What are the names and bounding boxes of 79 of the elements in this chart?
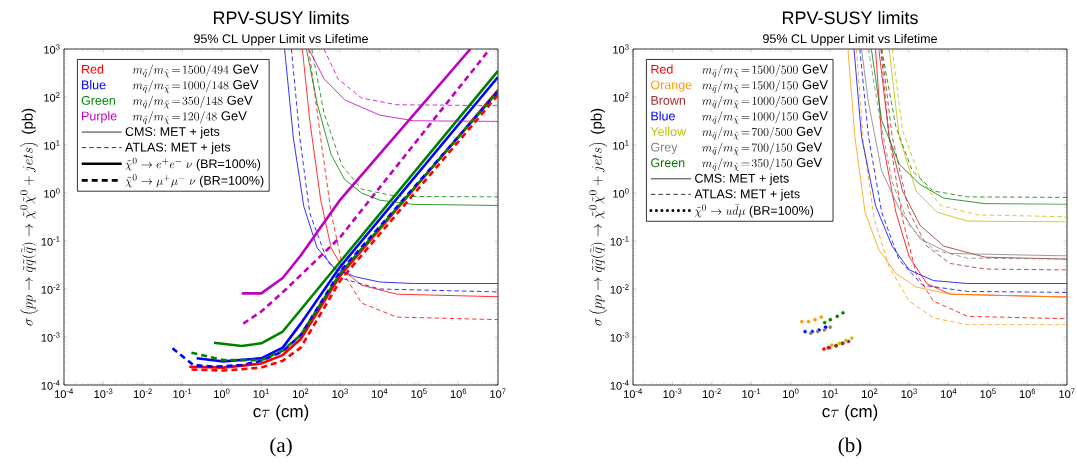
- x-tick-label: 10$^{-4}$: [624, 388, 643, 398]
- annotation: ATLAS: MET + jets: [694, 189, 800, 201]
- annotation: $m_{\tilde{q}}/m_{\tilde{\chi}}\!=\!700/500\ \mbox{GeV}$: [702, 126, 823, 140]
- x-axis-title: $\mbox{c}\tau\ \mbox{(cm)}$: [253, 404, 309, 421]
- x-tick-label: 10$^{-1}$: [173, 388, 192, 398]
- y-tick-label: 10$^{-3}$: [610, 332, 629, 342]
- y-tick-label: 10$^{-2}$: [610, 284, 629, 294]
- y-tick-label: 10$^{3}$: [613, 44, 629, 54]
- y-tick-label: 10$^{1}$: [613, 140, 629, 150]
- x-tick-label: 10$^{-4}$: [55, 388, 74, 398]
- x-tick-label: 10$^{4}$: [940, 388, 957, 398]
- annotation: $m_{\tilde{q}}/m_{\tilde{\chi}}\!=\!1500/500\ \mbox{GeV}$: [702, 64, 828, 78]
- chart-subtitle: 95% CL Upper Limit vs Lifetime: [194, 33, 368, 46]
- annotation: $m_{\tilde{q}}/m_{\tilde{\chi}}\!=\!1000/148\ \mbox{GeV}$: [132, 80, 259, 93]
- y-tick-label: 10$^{-3}$: [41, 332, 60, 342]
- x-tick-label: 10$^{-1}$: [742, 388, 761, 398]
- x-tick-label: 10$^{6}$: [450, 388, 467, 398]
- annotation: Green: [81, 95, 115, 105]
- y-tick-label: 10$^{2}$: [44, 92, 60, 102]
- x-axis-title: $\mbox{c}\tau\ \mbox{(cm)}$: [822, 404, 878, 421]
- annotation: $m_{\tilde{q}}/m_{\tilde{\chi}}\!=\!120/48\ \mbox{GeV}$: [132, 111, 247, 125]
- y-tick-label: 10$^{-2}$: [41, 284, 60, 294]
- x-tick-label: 10$^{7}$: [1059, 388, 1075, 398]
- y-tick-label: 10$^{-4}$: [41, 380, 60, 390]
- y-axis-title: $\sigma\left(pp\to\tilde{q}\tilde{q}(\tilde{\bar{q}})\to\tilde{\chi}^0\tilde{\chi}^0+jets\right)\ \mbox{(pb)}$: [20, 108, 39, 326]
- annotation: Grey: [651, 142, 678, 155]
- annotation: Red: [651, 64, 673, 74]
- annotation: $m_{\tilde{q}}/m_{\tilde{\chi}}\!=\!1500/150\ \mbox{GeV}$: [702, 80, 828, 93]
- annotation: CMS: MET + jets: [125, 126, 220, 139]
- x-tick-label: 10$^{2}$: [293, 388, 309, 398]
- x-tick-label: 10$^{1}$: [253, 388, 269, 398]
- annotation: Purple: [82, 111, 117, 123]
- x-tick-label: 10$^{5}$: [980, 388, 996, 398]
- x-tick-label: 10$^{7}$: [490, 388, 506, 398]
- x-tick-label: 10$^{6}$: [1019, 388, 1036, 398]
- y-tick-label: 10$^{1}$: [44, 140, 60, 150]
- y-tick-label: 10$^{-1}$: [41, 236, 60, 246]
- text: (b): [838, 437, 862, 457]
- y-tick-label: 10$^{0}$: [44, 188, 60, 198]
- x-tick-label: 10$^{4}$: [371, 388, 388, 398]
- annotation: Blue: [651, 111, 675, 121]
- annotation: $m_{\tilde{q}}/m_{\tilde{\chi}}\!=\!1000/500\ \mbox{GeV}$: [702, 95, 828, 109]
- x-tick-label: 10$^{0}$: [783, 388, 799, 398]
- annotation: $\tilde{\chi}^0\to e^+e^-\ \nu\ \mbox{(BR=100\%)}$: [125, 157, 261, 171]
- annotation: $m_{\tilde{q}}/m_{\tilde{\chi}}\!=\!700/150\ \mbox{GeV}$: [702, 142, 823, 156]
- annotation: ATLAS: MET + jets: [125, 142, 231, 154]
- annotation: Orange: [651, 80, 692, 92]
- y-tick-label: 10$^{3}$: [44, 44, 60, 54]
- annotation: $m_{\tilde{q}}/m_{\tilde{\chi}}\!=\!350/150\ \mbox{GeV}$: [702, 157, 823, 171]
- chart-title: RPV-SUSY limits: [782, 10, 918, 25]
- x-tick-label: 10$^{1}$: [822, 388, 838, 398]
- annotation: $\tilde{\chi}^0\to u\bar{d}\mu\ \mbox{(BR=100\%)}$: [694, 204, 814, 218]
- y-tick-label: 10$^{-1}$: [610, 236, 629, 246]
- y-tick-label: 10$^{2}$: [613, 92, 629, 102]
- x-tick-label: 10$^{-3}$: [663, 388, 682, 398]
- x-tick-label: 10$^{5}$: [411, 388, 427, 398]
- annotation: Yellow: [650, 126, 687, 136]
- annotation: CMS: MET + jets: [695, 173, 789, 186]
- annotation: Blue: [82, 80, 106, 90]
- annotation: $m_{\tilde{q}}/m_{\tilde{\chi}}\!=\!1000/150\ \mbox{GeV}$: [702, 111, 828, 125]
- y-tick-label: 10$^{-4}$: [610, 380, 629, 390]
- chart-title: RPV-SUSY limits: [213, 10, 349, 25]
- annotation: Brown: [651, 96, 686, 105]
- text: (a): [270, 437, 292, 457]
- annotation: $m_{\tilde{q}}/m_{\tilde{\chi}}\!=\!350/148\ \mbox{GeV}$: [132, 95, 253, 109]
- x-tick-label: 10$^{-2}$: [133, 388, 152, 398]
- x-tick-label: 10$^{2}$: [862, 388, 878, 398]
- x-tick-label: 10$^{-2}$: [702, 388, 721, 398]
- chart-subtitle: 95% CL Upper Limit vs Lifetime: [763, 33, 937, 46]
- annotation: Green: [651, 158, 685, 168]
- x-tick-label: 10$^{-3}$: [94, 388, 113, 398]
- x-tick-label: 10$^{3}$: [332, 388, 348, 398]
- x-tick-label: 10$^{0}$: [214, 388, 230, 398]
- annotation: $m_{\tilde{q}}/m_{\tilde{\chi}}\!=\!1500/494\ \mbox{GeV}$: [132, 64, 259, 78]
- y-axis-title: $\sigma\left(pp\to\tilde{q}\tilde{q}(\tilde{\bar{q}})\to\tilde{\chi}^0\tilde{\chi}^0+jets\right)\ \mbox{(pb)}$: [589, 108, 608, 326]
- annotation: $\tilde{\chi}^0\to\mu^+\mu^-\ \nu\ \mbox{(BR=100\%)}$: [125, 174, 264, 188]
- y-tick-label: 10$^{0}$: [613, 188, 629, 198]
- x-tick-label: 10$^{3}$: [901, 388, 917, 398]
- annotation: Red: [82, 64, 104, 74]
